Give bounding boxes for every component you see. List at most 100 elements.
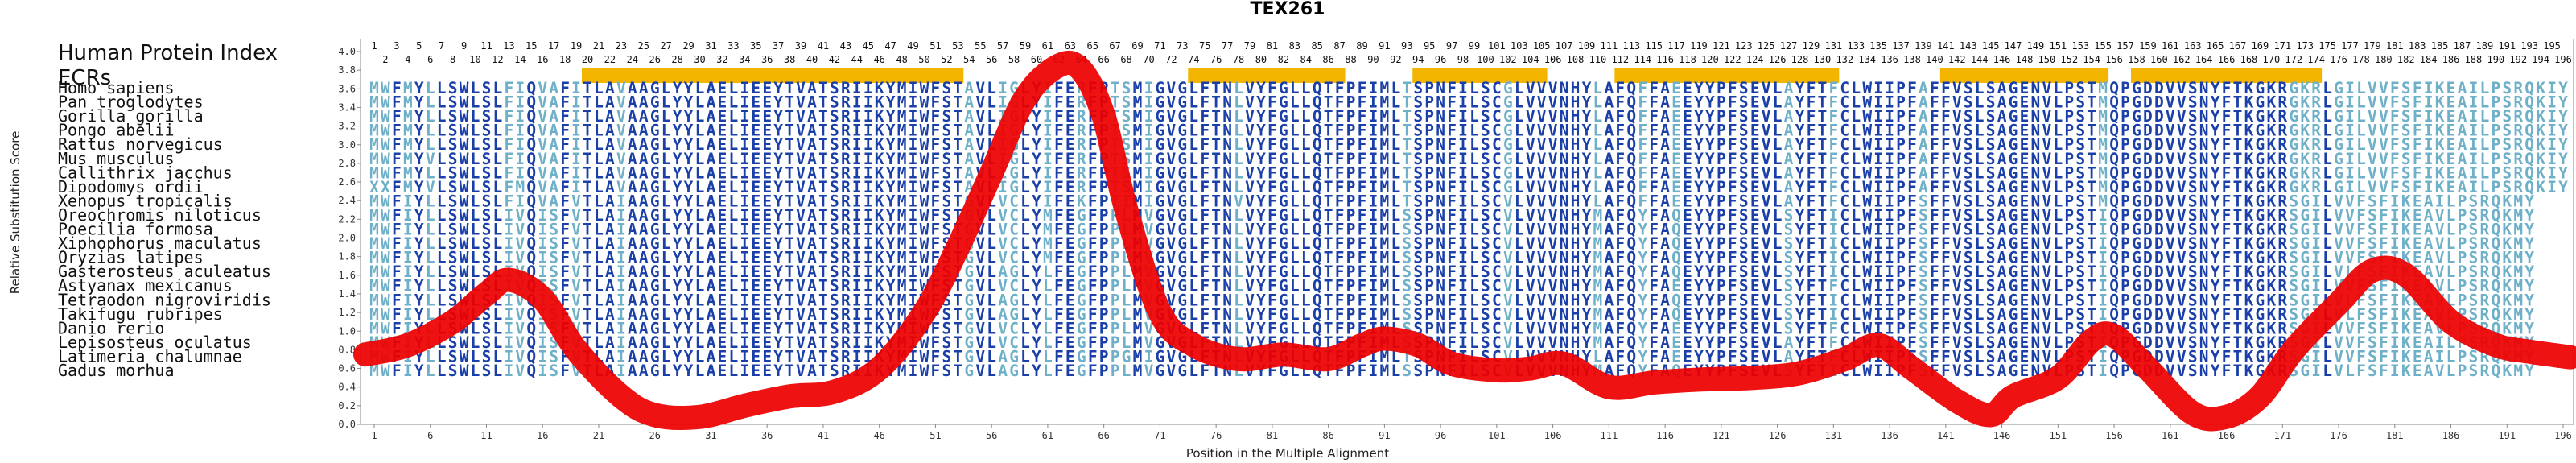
residue: T — [1324, 122, 1333, 140]
human-index-number: 90 — [1367, 54, 1379, 65]
human-index-number: 186 — [2442, 54, 2460, 65]
human-index-number: 97 — [1446, 40, 1457, 52]
residue: I — [2547, 79, 2557, 97]
residue: I — [1043, 93, 1053, 112]
residue: L — [437, 122, 447, 140]
residue: M — [2513, 362, 2523, 380]
residue: I — [571, 107, 581, 126]
residue: F — [2222, 362, 2232, 380]
residue: N — [1436, 79, 1445, 97]
residue: L — [471, 107, 480, 126]
residue: I — [1144, 122, 1154, 140]
residue: V — [1762, 79, 1771, 97]
human-index-number: 102 — [1499, 54, 1517, 65]
residue: V — [796, 107, 806, 126]
x-tick-label: 196 — [2554, 430, 2572, 441]
residue: G — [650, 107, 660, 126]
human-index-number: 66 — [1098, 54, 1109, 65]
human-index-label: Human Protein Index — [58, 41, 278, 65]
residue: L — [2323, 79, 2332, 97]
residue: F — [1807, 107, 1816, 126]
residue: I — [2390, 362, 2400, 380]
human-index-number: 30 — [694, 54, 705, 65]
human-index-number: 104 — [1522, 54, 1539, 65]
residue: S — [2075, 107, 2085, 126]
human-index-number: 60 — [1031, 54, 1042, 65]
residue: V — [1166, 362, 1176, 380]
human-index-number: 151 — [2049, 40, 2067, 52]
residue: S — [2401, 79, 2411, 97]
human-index-number: 51 — [929, 40, 941, 52]
residue: F — [392, 107, 402, 126]
residue: S — [448, 362, 458, 380]
residue: E — [718, 107, 727, 126]
human-index-number: 80 — [1255, 54, 1267, 65]
residue: I — [1873, 107, 1883, 126]
residue: F — [1941, 107, 1951, 126]
residue: K — [2244, 93, 2254, 112]
residue: Y — [1694, 93, 1704, 112]
human-index-number: 110 — [1589, 54, 1607, 65]
residue: Y — [1705, 93, 1715, 112]
residue: I — [2311, 362, 2321, 380]
residue: Q — [2524, 79, 2534, 97]
residue: S — [448, 122, 458, 140]
residue: L — [2480, 93, 2490, 112]
human-index-number: 55 — [975, 40, 986, 52]
residue: F — [1638, 79, 1647, 97]
x-tick-label: 181 — [2386, 430, 2404, 441]
residue: V — [1245, 93, 1255, 112]
human-index-number: 54 — [963, 54, 975, 65]
residue: K — [2300, 79, 2310, 97]
residue: F — [392, 362, 402, 380]
human-index-number: 126 — [1769, 54, 1787, 65]
human-index-number: 98 — [1457, 54, 1469, 65]
human-index-number: 72 — [1165, 54, 1177, 65]
residue: F — [1335, 79, 1345, 97]
residue: T — [1211, 79, 1221, 97]
residue: W — [920, 79, 929, 97]
residue: F — [1358, 107, 1367, 126]
residue: L — [1851, 79, 1861, 97]
residue: V — [2042, 93, 2051, 112]
x-tick-label: 106 — [1544, 430, 1562, 441]
residue: M — [1133, 362, 1143, 380]
residue: M — [897, 93, 907, 112]
ecr-bar — [1614, 68, 1840, 83]
residue: I — [2469, 107, 2479, 126]
residue: E — [762, 107, 772, 126]
residue: F — [1907, 93, 1917, 112]
human-index-number: 147 — [2005, 40, 2022, 52]
x-tick-label: 131 — [1824, 430, 1842, 441]
human-index-number: 87 — [1333, 40, 1345, 52]
residue: M — [403, 79, 413, 97]
residue: R — [841, 93, 851, 112]
residue: F — [1200, 79, 1210, 97]
residue: L — [594, 93, 604, 112]
residue: L — [2480, 107, 2490, 126]
human-index-number: 134 — [1858, 54, 1876, 65]
residue: Y — [684, 122, 694, 140]
human-index-number: 191 — [2498, 40, 2516, 52]
residue: D — [2143, 79, 2153, 97]
residue: P — [1346, 122, 1356, 140]
residue: K — [2266, 93, 2276, 112]
residue: A — [1604, 79, 1614, 97]
human-index-number: 184 — [2420, 54, 2438, 65]
residue: V — [2368, 107, 2377, 126]
human-index-number: 91 — [1379, 40, 1390, 52]
residue: I — [909, 122, 918, 140]
residue: F — [2356, 362, 2366, 380]
residue: E — [1671, 107, 1681, 126]
human-index-number: 59 — [1020, 40, 1031, 52]
x-tick-label: 166 — [2218, 430, 2236, 441]
human-index-number: 43 — [840, 40, 851, 52]
residue: L — [1593, 107, 1603, 126]
residue: H — [1571, 122, 1581, 140]
residue: V — [796, 362, 806, 380]
residue: F — [560, 93, 570, 112]
residue: S — [2188, 79, 2198, 97]
residue: S — [2401, 93, 2411, 112]
human-index-number: 112 — [1611, 54, 1629, 65]
residue: I — [571, 79, 581, 97]
